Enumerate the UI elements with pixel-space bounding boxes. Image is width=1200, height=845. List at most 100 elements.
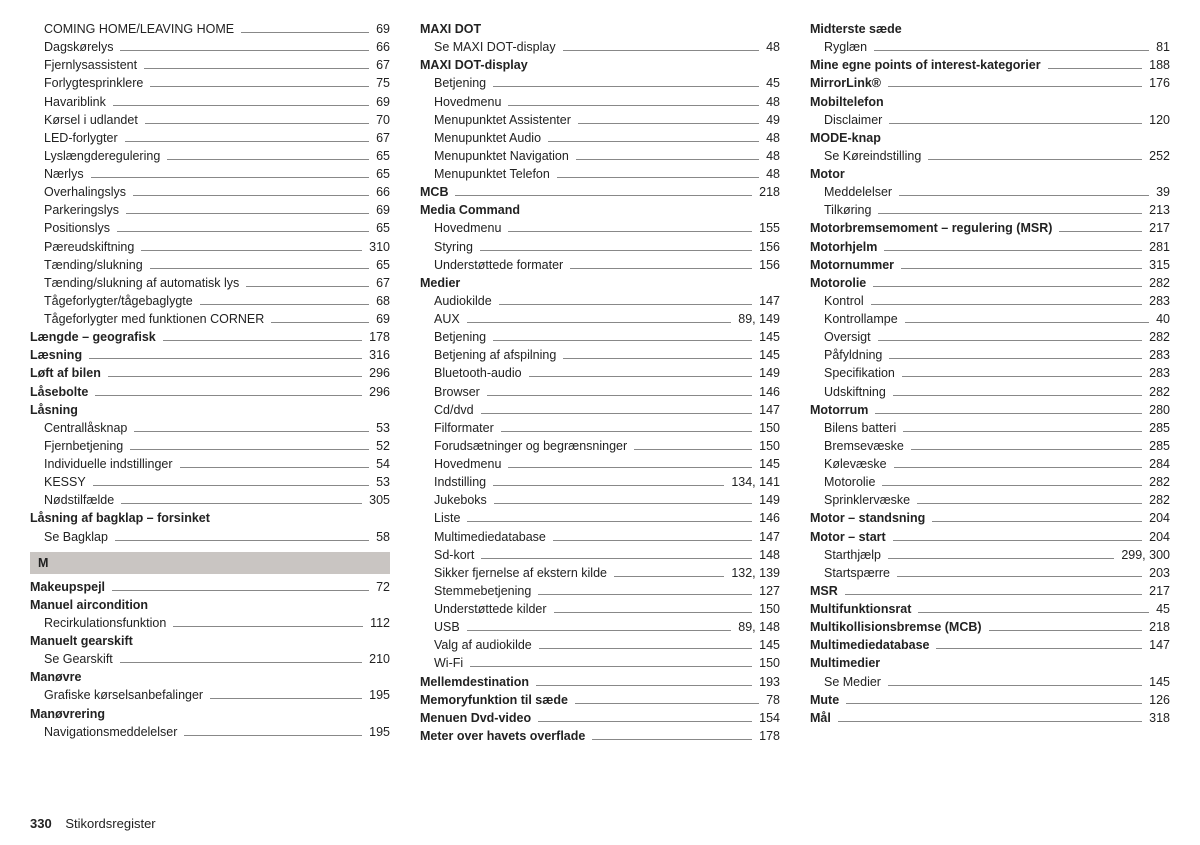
leader-line <box>145 123 369 124</box>
entry-label: MSR <box>810 582 842 600</box>
leader-line <box>112 590 369 591</box>
leader-line <box>838 721 1142 722</box>
entry-page: 204 <box>1145 509 1170 527</box>
index-entry: Oversigt282 <box>810 328 1170 346</box>
leader-line <box>899 195 1149 196</box>
entry-label: Grafiske kørselsanbefalinger <box>44 686 207 704</box>
entry-page: 69 <box>372 93 390 111</box>
index-entry: Motor – standsning204 <box>810 509 1170 527</box>
leader-line <box>467 322 732 323</box>
entry-page: 81 <box>1152 38 1170 56</box>
entry-label: Styring <box>434 238 477 256</box>
entry-label: Centrallåsknap <box>44 419 131 437</box>
leader-line <box>130 449 369 450</box>
column-1: COMING HOME/LEAVING HOME69Dagskørelys66F… <box>30 20 390 745</box>
leader-line <box>592 739 752 740</box>
leader-line <box>481 558 752 559</box>
entry-page: 281 <box>1145 238 1170 256</box>
index-entry: Menupunktet Navigation48 <box>420 147 780 165</box>
index-entry: Mål318 <box>810 709 1170 727</box>
entry-page: 284 <box>1145 455 1170 473</box>
index-entry: Tågeforlygter med funktionen CORNER69 <box>30 310 390 328</box>
entry-page: 147 <box>755 528 780 546</box>
entry-label: Bluetooth-audio <box>434 364 526 382</box>
entry-page: 39 <box>1152 183 1170 201</box>
leader-line <box>553 540 752 541</box>
leader-line <box>557 177 759 178</box>
index-entry: Mute126 <box>810 691 1170 709</box>
column-2: MAXI DOTSe MAXI DOT-display48MAXI DOT-di… <box>420 20 780 745</box>
index-entry: Nødstilfælde305 <box>30 491 390 509</box>
index-entry: Længde – geografisk178 <box>30 328 390 346</box>
entry-page: 204 <box>1145 528 1170 546</box>
entry-page: 252 <box>1145 147 1170 165</box>
entry-page: 48 <box>762 147 780 165</box>
entry-label: Specifikation <box>824 364 899 382</box>
index-entry: Lyslængderegulering65 <box>30 147 390 165</box>
index-entry: Betjening45 <box>420 74 780 92</box>
entry-label: Sprinklervæske <box>824 491 914 509</box>
entry-page: 318 <box>1145 709 1170 727</box>
entry-page: 67 <box>372 129 390 147</box>
entry-page: 280 <box>1145 401 1170 419</box>
leader-line <box>134 431 369 432</box>
index-entry: Motorolie282 <box>810 274 1170 292</box>
entry-label: Oversigt <box>824 328 875 346</box>
entry-label: Mute <box>810 691 843 709</box>
entry-page: 150 <box>755 437 780 455</box>
leader-line <box>173 626 363 627</box>
leader-line <box>989 630 1143 631</box>
entry-page: 178 <box>755 727 780 745</box>
index-entry: Menupunktet Telefon48 <box>420 165 780 183</box>
index-entry: Multifunktionsrat45 <box>810 600 1170 618</box>
entry-page: 217 <box>1145 219 1170 237</box>
entry-label: Betjening af afspilning <box>434 346 560 364</box>
leader-line <box>108 376 362 377</box>
entry-page: 132, 139 <box>727 564 780 582</box>
leader-line <box>903 431 1142 432</box>
leader-line <box>508 467 752 468</box>
entry-page: 53 <box>372 419 390 437</box>
entry-page: 193 <box>755 673 780 691</box>
leader-line <box>575 703 759 704</box>
leader-line <box>163 340 362 341</box>
index-heading: Medier <box>420 274 780 292</box>
index-heading: Manuel aircondition <box>30 596 390 614</box>
index-entry: Hovedmenu155 <box>420 219 780 237</box>
entry-page: 146 <box>755 509 780 527</box>
entry-label: Stemmebetjening <box>434 582 535 600</box>
leader-line <box>905 322 1149 323</box>
entry-label: Betjening <box>434 74 490 92</box>
entry-page: 112 <box>366 614 390 632</box>
leader-line <box>563 50 760 51</box>
index-entry: Browser146 <box>420 383 780 401</box>
index-heading: Manuelt gearskift <box>30 632 390 650</box>
entry-label: USB <box>434 618 464 636</box>
index-entry: Indstilling134, 141 <box>420 473 780 491</box>
entry-page: 150 <box>755 600 780 618</box>
index-entry: Specifikation 283 <box>810 364 1170 382</box>
entry-page: 145 <box>755 328 780 346</box>
leader-line <box>538 721 752 722</box>
index-entry: MirrorLink®176 <box>810 74 1170 92</box>
entry-label: Multimediedatabase <box>810 636 933 654</box>
entry-page: 283 <box>1145 364 1170 382</box>
index-entry: Filformater150 <box>420 419 780 437</box>
leader-line <box>901 268 1142 269</box>
entry-label: Filformater <box>434 419 498 437</box>
index-entry: Multimediedatabase147 <box>420 528 780 546</box>
leader-line <box>508 231 752 232</box>
index-entry: Bluetooth-audio149 <box>420 364 780 382</box>
entry-label: Cd/dvd <box>434 401 478 419</box>
index-columns: COMING HOME/LEAVING HOME69Dagskørelys66F… <box>30 20 1170 745</box>
leader-line <box>889 123 1142 124</box>
entry-label: Sd-kort <box>434 546 478 564</box>
leader-line <box>167 159 369 160</box>
entry-page: 72 <box>372 578 390 596</box>
entry-page: 285 <box>1145 437 1170 455</box>
index-heading: Manøvre <box>30 668 390 686</box>
leader-line <box>878 213 1142 214</box>
entry-page: 195 <box>365 686 390 704</box>
entry-page: 134, 141 <box>727 473 780 491</box>
entry-page: 48 <box>762 129 780 147</box>
